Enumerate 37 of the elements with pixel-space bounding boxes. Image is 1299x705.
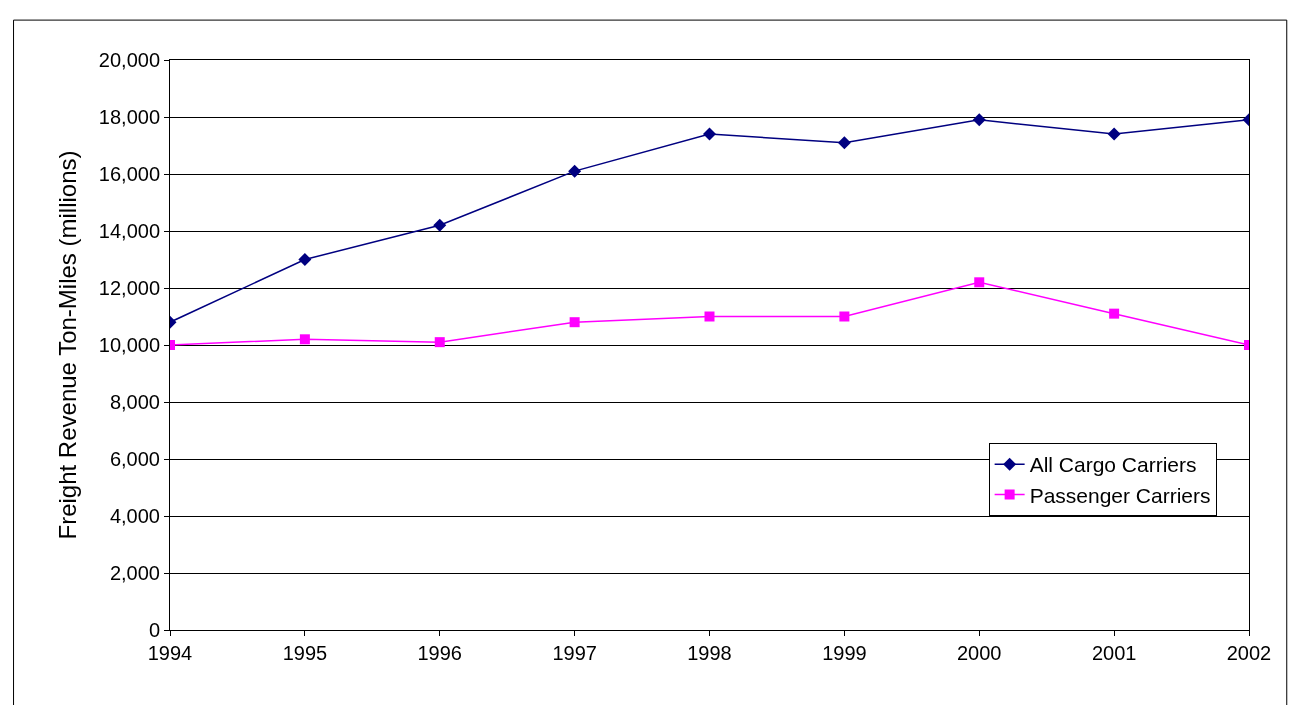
x-tick-label: 2001 xyxy=(1091,642,1137,664)
x-tick-label: 2000 xyxy=(957,642,1002,664)
legend-label: Passenger Carriers xyxy=(1029,483,1211,507)
point xyxy=(569,317,580,328)
x-tick-label: 1994 xyxy=(147,642,193,664)
y-axis-title: Freight Revenue Ton-Miles (millions) xyxy=(53,150,81,540)
y-tick-label: 10,000 xyxy=(98,334,160,356)
point xyxy=(972,113,986,127)
y-tick-label: 12,000 xyxy=(98,277,160,299)
x-tick-label: 1998 xyxy=(687,642,732,664)
y-tick-label: 8,000 xyxy=(109,391,160,413)
point xyxy=(1109,308,1120,319)
x-tick-label: 1996 xyxy=(417,642,462,664)
point xyxy=(837,136,851,150)
point xyxy=(434,337,445,348)
point xyxy=(703,127,716,141)
point xyxy=(1107,127,1121,141)
y-tick-label: 20,000 xyxy=(98,49,160,71)
legend-label: All Cargo Carriers xyxy=(1029,453,1197,477)
point xyxy=(299,334,310,345)
y-tick-label: 2,000 xyxy=(109,562,160,584)
point xyxy=(704,311,715,322)
point xyxy=(568,164,582,178)
x-tick-label: 1995 xyxy=(282,642,328,664)
point xyxy=(433,218,447,232)
y-tick-label: 6,000 xyxy=(109,448,160,470)
x-tick-label: 2002 xyxy=(1226,642,1272,664)
y-tick-label: 4,000 xyxy=(109,505,160,527)
y-tick-label: 16,000 xyxy=(98,163,160,185)
x-tick-label: 1997 xyxy=(552,642,597,664)
y-tick-label: 18,000 xyxy=(98,106,160,128)
x-tick-label: 1999 xyxy=(822,642,867,664)
point xyxy=(974,277,985,288)
point xyxy=(298,253,312,266)
y-tick-label: 0 xyxy=(148,619,160,641)
y-tick-label: 14,000 xyxy=(98,220,160,242)
point xyxy=(839,311,850,322)
